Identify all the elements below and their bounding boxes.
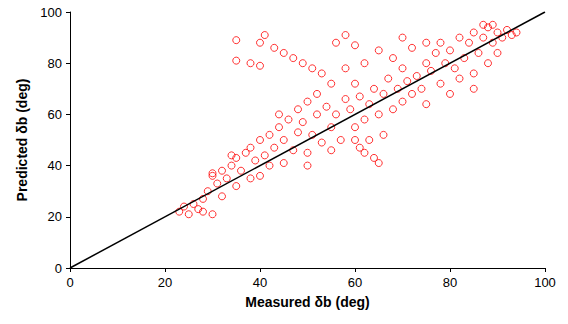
svg-text:20: 20 <box>158 275 172 290</box>
svg-text:0: 0 <box>66 275 73 290</box>
svg-text:0: 0 <box>55 261 62 276</box>
svg-text:100: 100 <box>534 275 556 290</box>
svg-text:20: 20 <box>48 209 62 224</box>
svg-text:40: 40 <box>48 158 62 173</box>
svg-text:60: 60 <box>348 275 362 290</box>
svg-text:60: 60 <box>48 107 62 122</box>
svg-text:80: 80 <box>443 275 457 290</box>
svg-text:Measured δb (deg): Measured δb (deg) <box>245 294 369 310</box>
svg-text:80: 80 <box>48 56 62 71</box>
svg-text:40: 40 <box>253 275 267 290</box>
svg-text:Predicted δb (deg): Predicted δb (deg) <box>14 79 30 202</box>
svg-text:100: 100 <box>40 5 62 20</box>
